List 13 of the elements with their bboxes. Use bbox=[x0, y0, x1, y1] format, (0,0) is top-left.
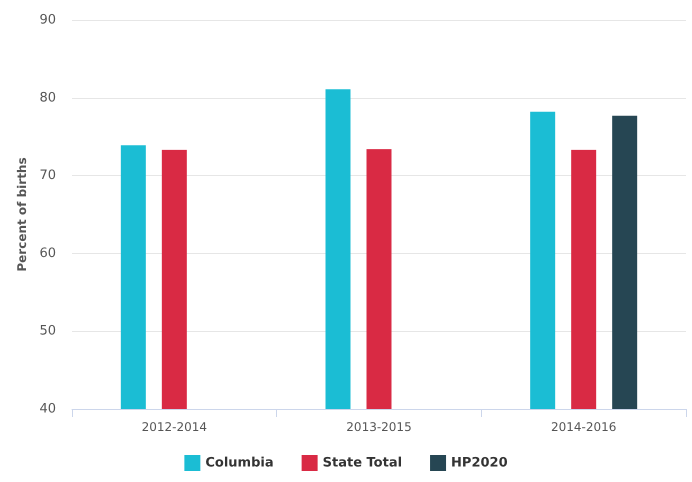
x-tick-label: 2012-2014 bbox=[142, 420, 208, 434]
x-tick-label: 2013-2015 bbox=[346, 420, 412, 434]
legend-label: State Total bbox=[322, 456, 402, 470]
y-tick-label: 40 bbox=[39, 402, 56, 416]
y-tick-label: 60 bbox=[39, 246, 56, 261]
y-axis-title: Percent of births bbox=[15, 157, 29, 272]
y-tick-label: 70 bbox=[39, 168, 56, 184]
x-tick-label: 2014-2016 bbox=[550, 420, 616, 434]
y-tick-label: 50 bbox=[39, 324, 56, 339]
legend-label: Columbia bbox=[205, 456, 274, 470]
y-tick-label: 80 bbox=[39, 90, 56, 106]
legend-label: HP2020 bbox=[451, 456, 508, 470]
y-tick-label: 90 bbox=[39, 12, 56, 28]
